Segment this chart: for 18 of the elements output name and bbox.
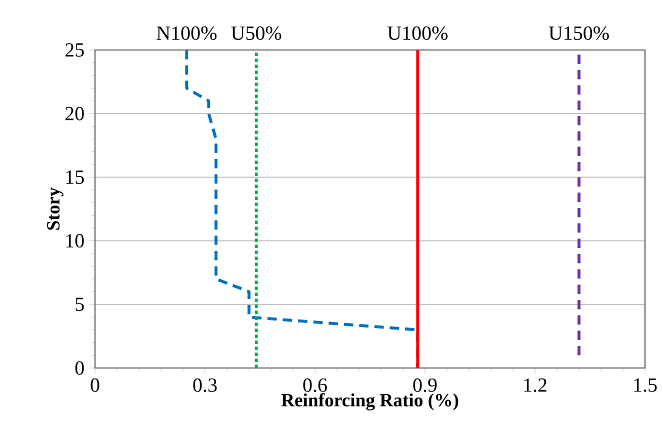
x-tick-label: 1.2 xyxy=(524,378,546,392)
y-tick-label: 20 xyxy=(65,106,84,120)
x-tick-label: 0.3 xyxy=(193,378,217,392)
x-tick-label: 0 xyxy=(90,378,100,392)
y-tick-label: 0 xyxy=(75,361,84,375)
y-axis-title: Story xyxy=(47,187,64,230)
series-label: U50% xyxy=(231,26,282,40)
x-axis-title: Reinforcing Ratio (%) xyxy=(281,393,458,410)
x-tick-label: 0.9 xyxy=(413,378,437,392)
y-tick-label: 5 xyxy=(76,298,84,312)
y-tick-label: 15 xyxy=(66,170,84,184)
y-tick-label: 10 xyxy=(66,234,84,248)
x-tick-label: 0.6 xyxy=(303,378,327,392)
series-label: U150% xyxy=(548,26,609,40)
x-tick-label: 1.5 xyxy=(634,378,657,392)
series-label: U100% xyxy=(388,26,448,40)
series-label: N100% xyxy=(156,26,217,40)
y-tick-label: 25 xyxy=(65,43,84,57)
